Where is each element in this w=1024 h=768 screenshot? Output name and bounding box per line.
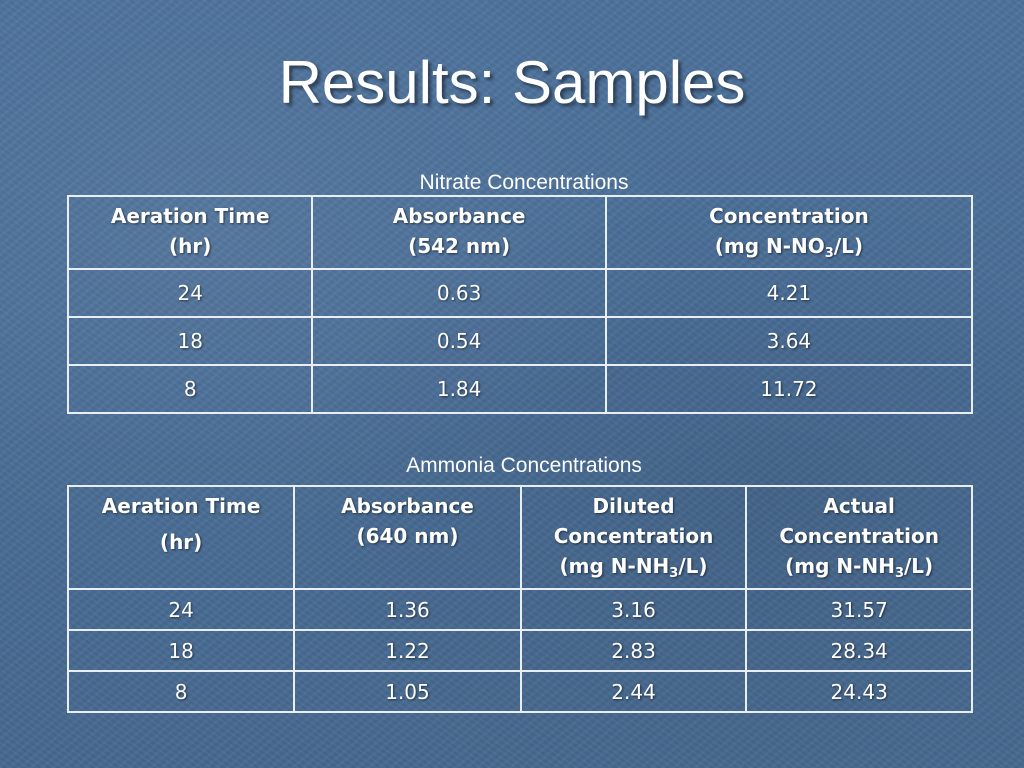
cell-absorbance: 1.22 xyxy=(293,629,522,672)
cell-actual-concentration: 31.57 xyxy=(745,588,973,631)
cell-concentration: 4.21 xyxy=(604,268,974,318)
cell-diluted-concentration: 2.44 xyxy=(519,670,748,713)
header-absorbance: Absorbance (542 nm) xyxy=(311,195,607,270)
cell-diluted-concentration: 3.16 xyxy=(519,588,748,631)
cell-absorbance: 0.54 xyxy=(311,316,607,366)
nitrate-header-row: Aeration Time (hr) Absorbance (542 nm) C… xyxy=(66,195,974,270)
nitrate-table: Aeration Time (hr) Absorbance (542 nm) C… xyxy=(66,195,974,414)
table-row: 18 0.54 3.64 xyxy=(66,316,974,366)
cell-absorbance: 1.36 xyxy=(293,588,522,631)
cell-absorbance: 1.84 xyxy=(311,364,607,414)
header-aeration-time: Aeration Time (hr) xyxy=(66,195,314,270)
ammonia-table-caption: Ammonia Concentrations xyxy=(406,454,642,477)
cell-aeration-time: 24 xyxy=(66,588,296,631)
cell-aeration-time: 18 xyxy=(66,629,296,672)
table-row: 18 1.22 2.83 28.34 xyxy=(66,629,973,672)
cell-aeration-time: 8 xyxy=(66,364,314,414)
nitrate-table-caption: Nitrate Concentrations xyxy=(419,171,629,194)
header-aeration-time: Aeration Time (hr) xyxy=(66,485,296,590)
table-row: 8 1.84 11.72 xyxy=(66,364,974,414)
header-absorbance: Absorbance (640 nm) xyxy=(293,485,522,590)
table-row: 24 1.36 3.16 31.57 xyxy=(66,588,973,631)
cell-aeration-time: 24 xyxy=(66,268,314,318)
table-row: 24 0.63 4.21 xyxy=(66,268,974,318)
cell-aeration-time: 18 xyxy=(66,316,314,366)
header-actual-concentration: Actual Concentration (mg N-NH3/L) xyxy=(745,485,973,590)
cell-absorbance: 0.63 xyxy=(311,268,607,318)
ammonia-header-row: Aeration Time (hr) Absorbance (640 nm) D… xyxy=(66,485,973,590)
cell-concentration: 11.72 xyxy=(604,364,974,414)
cell-actual-concentration: 24.43 xyxy=(745,670,973,713)
cell-diluted-concentration: 2.83 xyxy=(519,629,748,672)
table-row: 8 1.05 2.44 24.43 xyxy=(66,670,973,713)
header-concentration: Concentration (mg N-NO3/L) xyxy=(604,195,974,270)
header-diluted-concentration: Diluted Concentration (mg N-NH3/L) xyxy=(519,485,748,590)
cell-actual-concentration: 28.34 xyxy=(745,629,973,672)
cell-concentration: 3.64 xyxy=(604,316,974,366)
slide-title: Results: Samples xyxy=(278,49,746,116)
cell-aeration-time: 8 xyxy=(66,670,296,713)
cell-absorbance: 1.05 xyxy=(293,670,522,713)
ammonia-table: Aeration Time (hr) Absorbance (640 nm) D… xyxy=(66,485,973,713)
